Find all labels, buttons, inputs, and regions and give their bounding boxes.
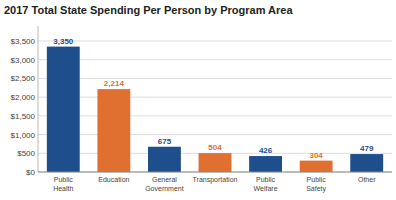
y-tick-label: $0 [26,168,35,177]
x-tick-label-line: Transportation [193,176,238,184]
x-tick-label-line: Safety [306,185,326,193]
grid-line [38,115,392,116]
grid [38,41,392,172]
y-tick-label: $1,000 [11,131,36,140]
bar [249,156,282,172]
x-tick-label: Other [358,176,376,183]
x-tick-label-line: Other [358,176,376,183]
bar [47,47,80,172]
x-tick-label-line: General [152,176,177,183]
grid-line [38,172,392,173]
y-tick-label: $500 [17,149,35,158]
grid-line [38,97,392,98]
title: 2017 Total State Spending Per Person by … [4,4,293,16]
bar [300,161,333,172]
data-label: 504 [208,143,222,152]
bar [148,147,181,172]
grid-line [38,59,392,60]
y-tick-label: $3,500 [11,37,36,46]
data-label: 2,214 [104,79,125,88]
x-tick-label-line: Health [53,185,73,192]
x-tick-label: Public Health [53,176,73,192]
y-tick-label: $1,500 [11,112,36,121]
data-label: 479 [360,144,374,153]
x-tick-label: Public Welfare [254,176,278,192]
bar [97,89,130,172]
x-tick-label-line: Welfare [254,185,278,192]
bar [350,154,383,172]
chart-container: 2017 Total State Spending Per Person by … [0,0,396,200]
x-tick-label-line: Government [145,185,184,192]
x-tick-label-line: Education [98,176,129,183]
x-tick-label: Education [98,176,129,183]
data-label: 675 [158,137,172,146]
grid-line [38,134,392,135]
grid-line [38,78,392,79]
x-tick-label-line: Public [54,176,74,183]
data-label: 304 [309,151,323,160]
x-axis-line [38,172,392,173]
y-tick-label: $2,000 [11,93,36,102]
data-label: 426 [259,146,273,155]
x-tick-label: Transportation [193,176,238,184]
y-tick-label: $2,500 [11,74,36,83]
data-label: 3,350 [53,37,74,46]
x-tick-label: General Government [145,176,184,192]
x-tick-label: Public Safety [306,176,326,193]
chart: 2017 Total State Spending Per Person by … [0,0,396,200]
y-axis-line [38,26,39,172]
bars [47,47,383,172]
x-tick-label-line: Public [256,176,276,183]
x-tick-label-line: Public [307,176,327,183]
bar [199,153,232,172]
y-tick-label: $3,000 [11,56,36,65]
grid-line [38,40,392,41]
